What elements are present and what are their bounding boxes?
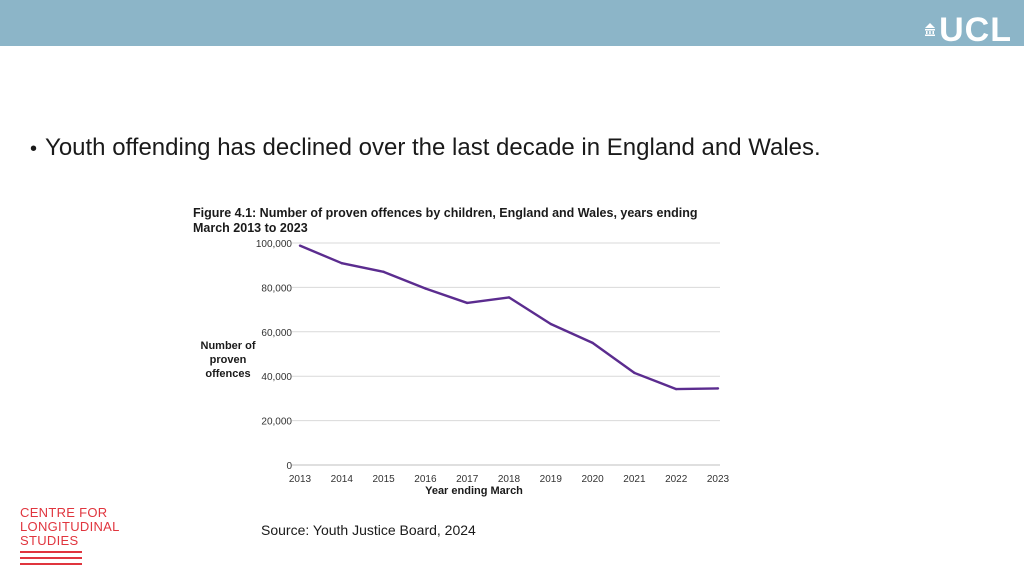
cls-logo: CENTRE FOR LONGITUDINAL STUDIES (20, 506, 120, 548)
chart-title-line: March 2013 to 2023 (193, 221, 308, 235)
y-axis-label-line: offences (205, 368, 250, 380)
x-tick-label: 2013 (289, 474, 312, 485)
x-tick-label: 2017 (456, 474, 479, 485)
chart-figure: Figure 4.1: Number of proven offences by… (190, 200, 750, 500)
series-line (299, 244, 719, 391)
data-point (716, 387, 720, 390)
chart-title-line: Figure 4.1: Number of proven offences by… (193, 206, 698, 220)
y-tick-label: 0 (286, 461, 292, 472)
cls-logo-rule-2 (20, 557, 82, 559)
data-point (298, 244, 302, 247)
x-tick-label: 2014 (331, 474, 354, 485)
x-tick-label: 2023 (707, 474, 730, 485)
x-tick-label: 2018 (498, 474, 521, 485)
y-tick-label: 40,000 (261, 372, 292, 383)
data-point (591, 341, 594, 345)
ucl-logo-text: UCL (939, 11, 1012, 49)
bullet-dot: • (30, 138, 38, 160)
y-tick-label: 100,000 (256, 239, 293, 250)
y-axis-label-line: Number of (201, 340, 256, 352)
y-tick-label: 60,000 (261, 328, 292, 339)
y-tick-label: 80,000 (261, 283, 292, 294)
cls-logo-line-3: STUDIES (20, 533, 79, 548)
bullet-text: Youth offending has declined over the la… (45, 134, 821, 161)
y-tick-label: 20,000 (261, 417, 292, 428)
cls-logo-line-2: LONGITUDINAL (20, 519, 120, 534)
line-chart: Figure 4.1: Number of proven offences by… (193, 206, 730, 497)
bullet-point: • Youth offending has declined over the … (30, 134, 821, 162)
x-tick-label: 2020 (581, 474, 604, 485)
cls-logo-rule-3 (20, 563, 82, 565)
cls-logo-line-1: CENTRE FOR (20, 505, 108, 520)
data-point (340, 262, 343, 265)
ucl-logo: UCL (923, 11, 1012, 49)
data-point (466, 301, 469, 305)
source-caption: Source: Youth Justice Board, 2024 (261, 522, 476, 538)
data-point (675, 387, 678, 391)
x-tick-label: 2021 (623, 474, 646, 485)
x-tick-label: 2015 (372, 474, 395, 485)
x-tick-label: 2016 (414, 474, 437, 485)
y-axis-label-line: proven (210, 354, 247, 366)
x-tick-label: 2019 (540, 474, 563, 485)
header-bar: UCL (0, 0, 1024, 49)
data-point (549, 322, 552, 326)
data-point (424, 287, 427, 290)
x-axis-label: Year ending March (425, 485, 523, 497)
data-point (507, 296, 511, 299)
x-tick-label: 2022 (665, 474, 688, 485)
ucl-portico-icon (925, 23, 936, 36)
data-point (382, 270, 385, 274)
data-point (633, 371, 636, 375)
cls-logo-rule-1 (20, 551, 82, 553)
